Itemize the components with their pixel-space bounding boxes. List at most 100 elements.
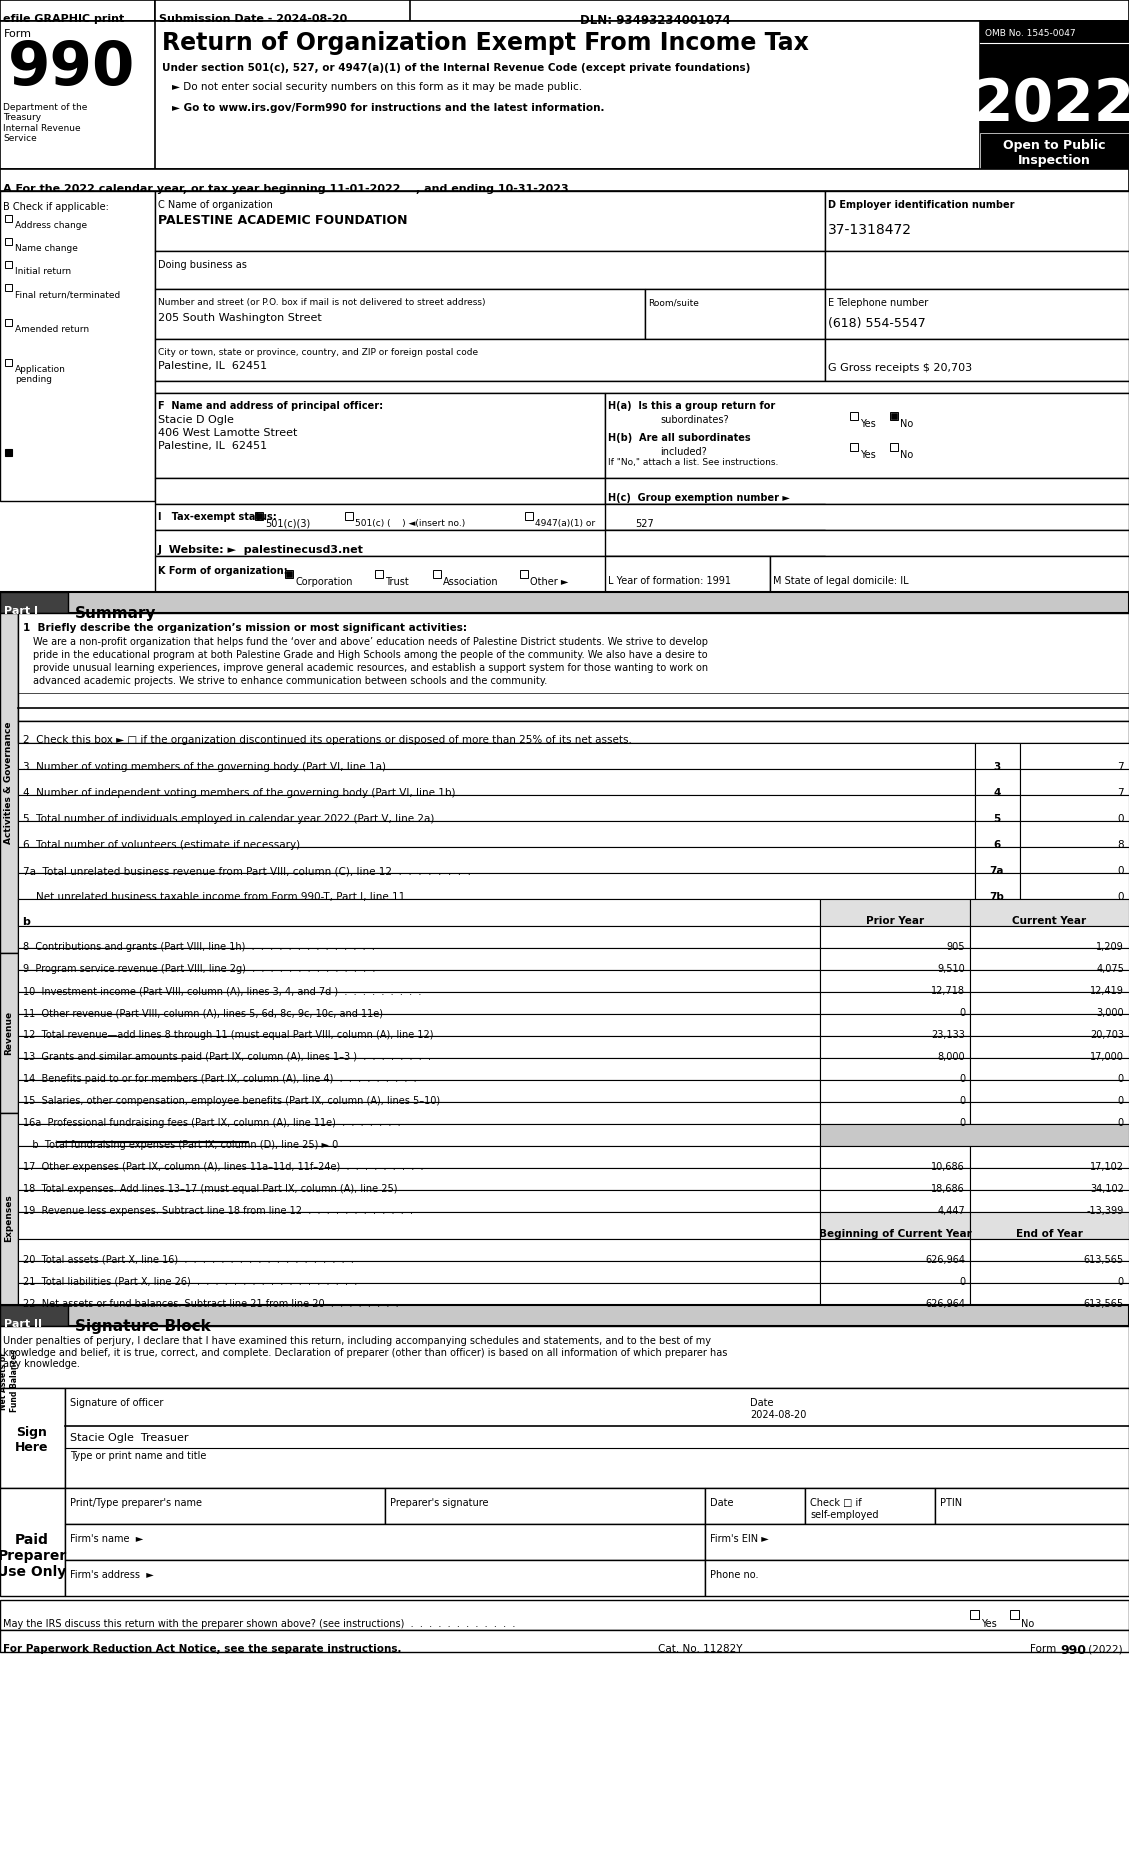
Bar [820,926,970,949]
Bar [820,1102,970,1124]
Bar [625,513,633,520]
Bar [0,953,18,1113]
Bar [18,846,975,872]
Text: advanced academic projects. We strive to enhance communication between schools a: advanced academic projects. We strive to… [33,677,548,686]
Text: Palestine, IL  62451: Palestine, IL 62451 [158,442,268,451]
Bar [825,339,1129,380]
Bar [0,593,1129,613]
Bar [820,1059,970,1079]
Bar [18,1059,820,1079]
Text: A For the 2022 calendar year, or tax year beginning 11-01-2022    , and ending 1: A For the 2022 calendar year, or tax yea… [3,185,569,194]
Bar [975,846,1019,872]
Bar [975,796,1019,820]
Text: H(a)  Is this a group return for: H(a) Is this a group return for [609,401,776,410]
Text: 17,000: 17,000 [1091,1051,1124,1062]
Text: Summary: Summary [75,606,157,621]
Text: 19  Revenue less expenses. Subtract line 18 from line 12  .  .  .  .  .  .  .  .: 19 Revenue less expenses. Subtract line … [23,1206,413,1215]
Text: efile GRAPHIC print: efile GRAPHIC print [3,15,124,24]
Bar [65,1525,704,1560]
Bar [605,529,1129,555]
Text: Current Year: Current Year [1012,915,1086,926]
Text: b: b [21,917,29,926]
Text: 3: 3 [994,762,1000,772]
Text: We are a non-profit organization that helps fund the ‘over and above’ education : We are a non-profit organization that he… [33,637,708,647]
Text: 7: 7 [1118,762,1124,772]
Text: (618) 554-5547: (618) 554-5547 [828,317,926,330]
Text: Print/Type preparer's name: Print/Type preparer's name [70,1499,202,1508]
Text: Association: Association [443,578,499,587]
Bar [820,1212,970,1240]
Bar [155,380,1129,393]
Bar [0,170,1129,190]
Text: 3,000: 3,000 [1096,1008,1124,1018]
Bar [850,444,858,451]
Bar [18,1212,820,1240]
Text: D Employer identification number: D Employer identification number [828,199,1015,211]
Text: Stacie D Ogle: Stacie D Ogle [158,416,234,425]
Text: Open to Public
Inspection: Open to Public Inspection [1003,140,1105,168]
Bar [155,503,825,529]
Text: 4  Number of independent voting members of the governing body (Part VI, line 1b): 4 Number of independent voting members o… [23,788,495,798]
Text: Stacie Ogle  Treasuer: Stacie Ogle Treasuer [70,1433,189,1443]
Text: 7a  Total unrelated business revenue from Part VIII, column (C), line 12  .  .  : 7a Total unrelated business revenue from… [23,867,471,876]
Text: 501(c) (    ) ◄(insert no.): 501(c) ( ) ◄(insert no.) [355,518,465,528]
Bar [155,0,410,21]
Bar [18,1262,820,1282]
Text: No: No [1021,1620,1034,1629]
Text: Name change: Name change [15,244,78,254]
Text: Part II: Part II [5,1320,42,1329]
Text: 5: 5 [994,815,1000,824]
Bar [155,190,825,252]
Text: 1  Briefly describe the organization’s mission or most significant activities:: 1 Briefly describe the organization’s mi… [23,623,467,634]
Text: Expenses: Expenses [5,1195,14,1241]
Text: Cat. No. 11282Y: Cat. No. 11282Y [658,1644,742,1653]
Bar [520,570,528,578]
Text: 990: 990 [8,39,135,99]
Bar [385,1487,704,1525]
Text: 0: 0 [1118,867,1124,876]
Text: 406 West Lamotte Street: 406 West Lamotte Street [158,429,297,438]
Text: 7b: 7b [989,893,1005,902]
Text: 7a: 7a [990,867,1005,876]
Text: 15  Salaries, other compensation, employee benefits (Part IX, column (A), lines : 15 Salaries, other compensation, employe… [23,1096,440,1105]
Bar [0,613,18,953]
Text: PTIN: PTIN [940,1499,962,1508]
Bar [1019,872,1129,898]
Bar [970,1169,1129,1189]
Bar [155,252,825,289]
Bar [155,393,605,477]
Bar [18,796,975,820]
Text: 501(c)(3): 501(c)(3) [265,518,310,529]
Bar [0,1305,1129,1325]
Bar [890,444,898,451]
Text: 905: 905 [946,941,965,953]
Bar [18,1240,820,1262]
Bar [980,132,1129,170]
Text: Number and street (or P.O. box if mail is not delivered to street address): Number and street (or P.O. box if mail i… [158,298,485,308]
Bar [18,1282,820,1305]
Text: 22  Net assets or fund balances. Subtract line 21 from line 20  .  .  .  .  .  .: 22 Net assets or fund balances. Subtract… [23,1299,399,1309]
Text: Type or print name and title: Type or print name and title [70,1450,207,1461]
Text: 2024-08-20: 2024-08-20 [750,1409,806,1420]
Text: Prior Year: Prior Year [866,915,924,926]
Text: 21  Total liabilities (Part X, line 26)  .  .  .  .  .  .  .  .  .  .  .  .  .  : 21 Total liabilities (Part X, line 26) .… [23,1277,357,1286]
Bar [18,1189,820,1212]
Bar [5,239,12,244]
Text: Signature of officer: Signature of officer [70,1398,164,1407]
Text: Sign
Here: Sign Here [16,1426,49,1454]
Text: 8: 8 [1118,841,1124,850]
Text: Firm's name  ►: Firm's name ► [70,1534,143,1543]
Text: M State of legal domicile: IL: M State of legal domicile: IL [773,576,909,585]
Bar [820,1240,970,1262]
Bar [970,1262,1129,1282]
Text: 37-1318472: 37-1318472 [828,224,912,237]
Bar [820,992,970,1014]
Bar [18,1124,820,1146]
Text: Date: Date [750,1398,773,1407]
Text: provide unusual learning experiences, improve general academic resources, and es: provide unusual learning experiences, im… [33,664,708,673]
Text: 10,686: 10,686 [931,1161,965,1172]
Text: -13,399: -13,399 [1087,1206,1124,1215]
Bar [970,949,1129,969]
Bar [434,570,441,578]
Bar [820,1189,970,1212]
